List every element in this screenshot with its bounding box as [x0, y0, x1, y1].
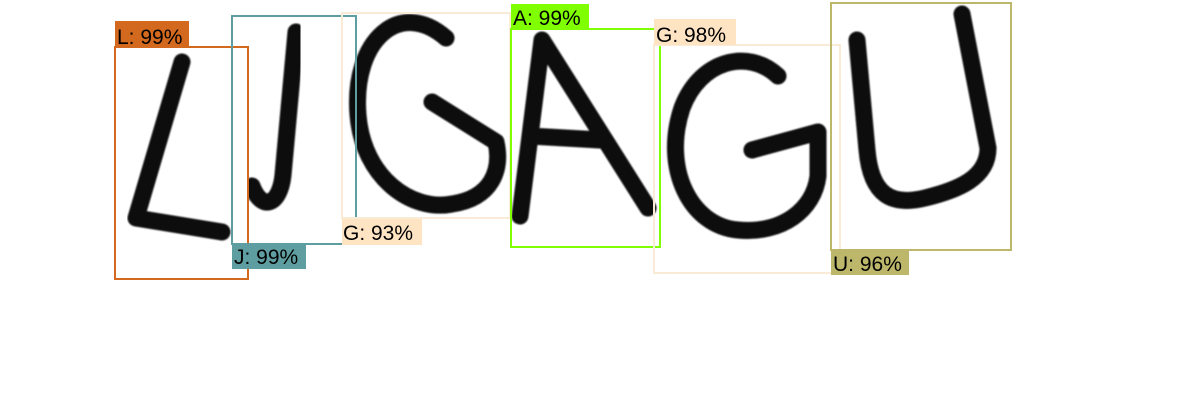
letter-g-glyph-1 [349, 14, 507, 214]
letter-u-glyph [848, 5, 997, 209]
detection-box [653, 44, 841, 274]
detection-label: G: 93% [343, 222, 413, 245]
detection-1: J: 99% [231, 15, 357, 269]
captcha-letters [127, 5, 997, 241]
detection-label-background [232, 243, 306, 269]
detection-label-background [831, 249, 909, 275]
detection-label: J: 99% [234, 246, 298, 269]
letter-j-glyph [243, 23, 305, 211]
detection-4: G: 98% [653, 19, 841, 274]
detection-box [830, 2, 1012, 251]
letter-g-glyph-2 [666, 52, 827, 239]
detection-label: L: 99% [117, 26, 182, 49]
detection-label-background [342, 219, 422, 245]
detection-0: L: 99% [114, 21, 249, 280]
detection-label: A: 99% [513, 7, 581, 30]
letter-l-glyph [127, 53, 231, 241]
detection-label: G: 98% [656, 24, 726, 47]
detection-label-background [654, 19, 736, 45]
detection-label-background [115, 21, 189, 47]
detection-label: U: 96% [833, 253, 902, 276]
detection-5: U: 96% [830, 2, 1012, 276]
letter-a-glyph [511, 31, 657, 225]
detection-overlays: L: 99% J: 99% G: 93% A: 99% G: 98% U: 96% [114, 2, 1012, 280]
detection-label-background [511, 4, 589, 30]
detection-3: A: 99% [510, 4, 661, 248]
